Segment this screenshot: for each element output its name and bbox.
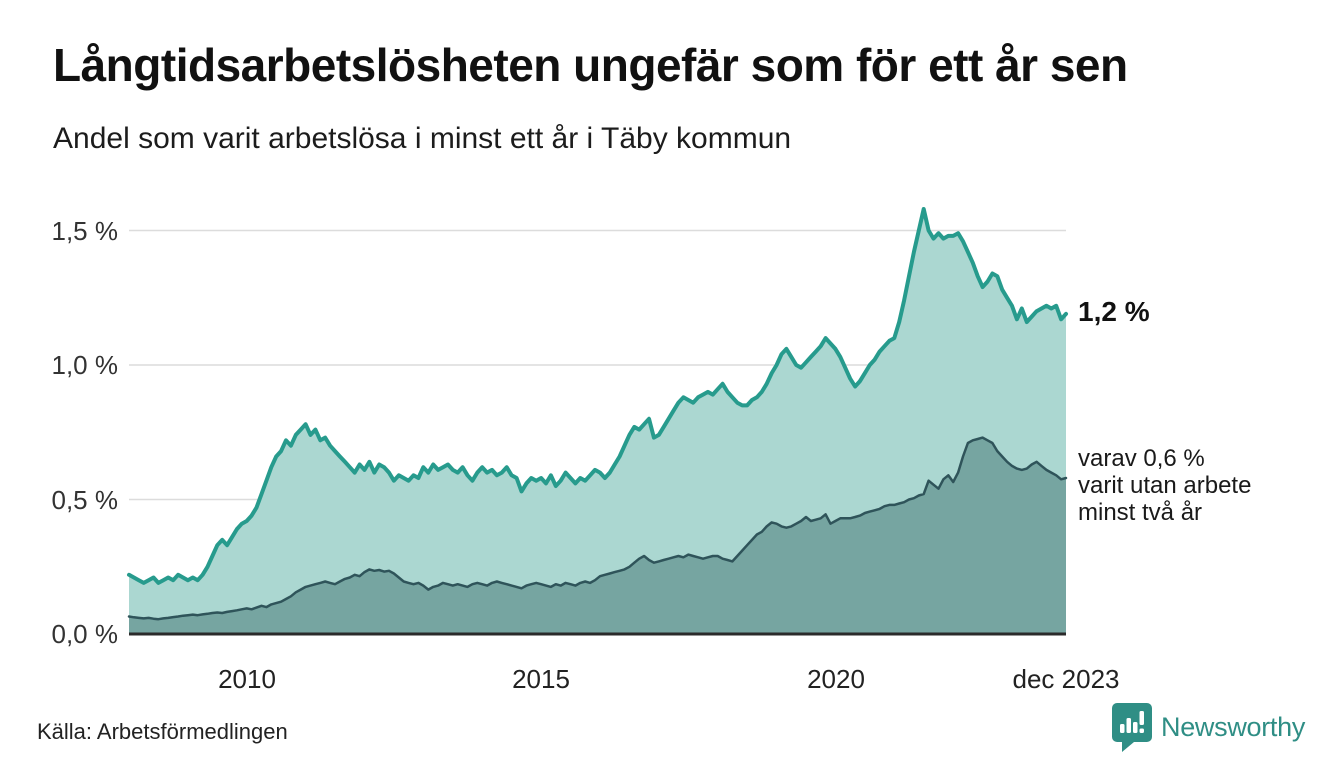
newsworthy-wordmark: Newsworthy	[1161, 712, 1306, 742]
area-two-year-series	[129, 437, 1066, 634]
x-tick-2010: 2010	[218, 664, 276, 694]
line-two-year-series	[127, 436, 1068, 621]
page-subtitle: Andel som varit arbetslösa i minst ett å…	[53, 122, 792, 155]
y-tick-0-0: 0,0 %	[51, 619, 119, 649]
newsworthy-logo[interactable]: Newsworthy	[1112, 703, 1305, 752]
line-total-series	[127, 207, 1068, 585]
area-total-series	[129, 209, 1066, 634]
two-year-annotation-line3: minst två år	[1078, 499, 1203, 526]
two-year-annotation-line2: varit utan arbete	[1078, 472, 1252, 499]
x-tick-dec-2023: dec 2023	[1012, 664, 1120, 694]
two-year-annotation-line1: varav 0,6 %	[1078, 445, 1205, 472]
y-tick-1-5: 1,5 %	[51, 215, 119, 246]
y-tick-1-0: 1,0 %	[51, 350, 119, 380]
page-title: Långtidsarbetslösheten ungefär som för e…	[53, 39, 1128, 91]
source-credit: Källa: Arbetsförmedlingen	[37, 719, 288, 744]
newsworthy-icon	[1112, 703, 1152, 752]
x-tick-2020: 2020	[807, 664, 865, 694]
x-tick-2015: 2015	[512, 664, 570, 694]
latest-value-annotation: 1,2 %	[1078, 296, 1150, 327]
y-tick-0-5: 0,5 %	[51, 484, 119, 515]
two-year-annotation: varav 0,6 % varit utan arbete minst två …	[1078, 445, 1251, 526]
